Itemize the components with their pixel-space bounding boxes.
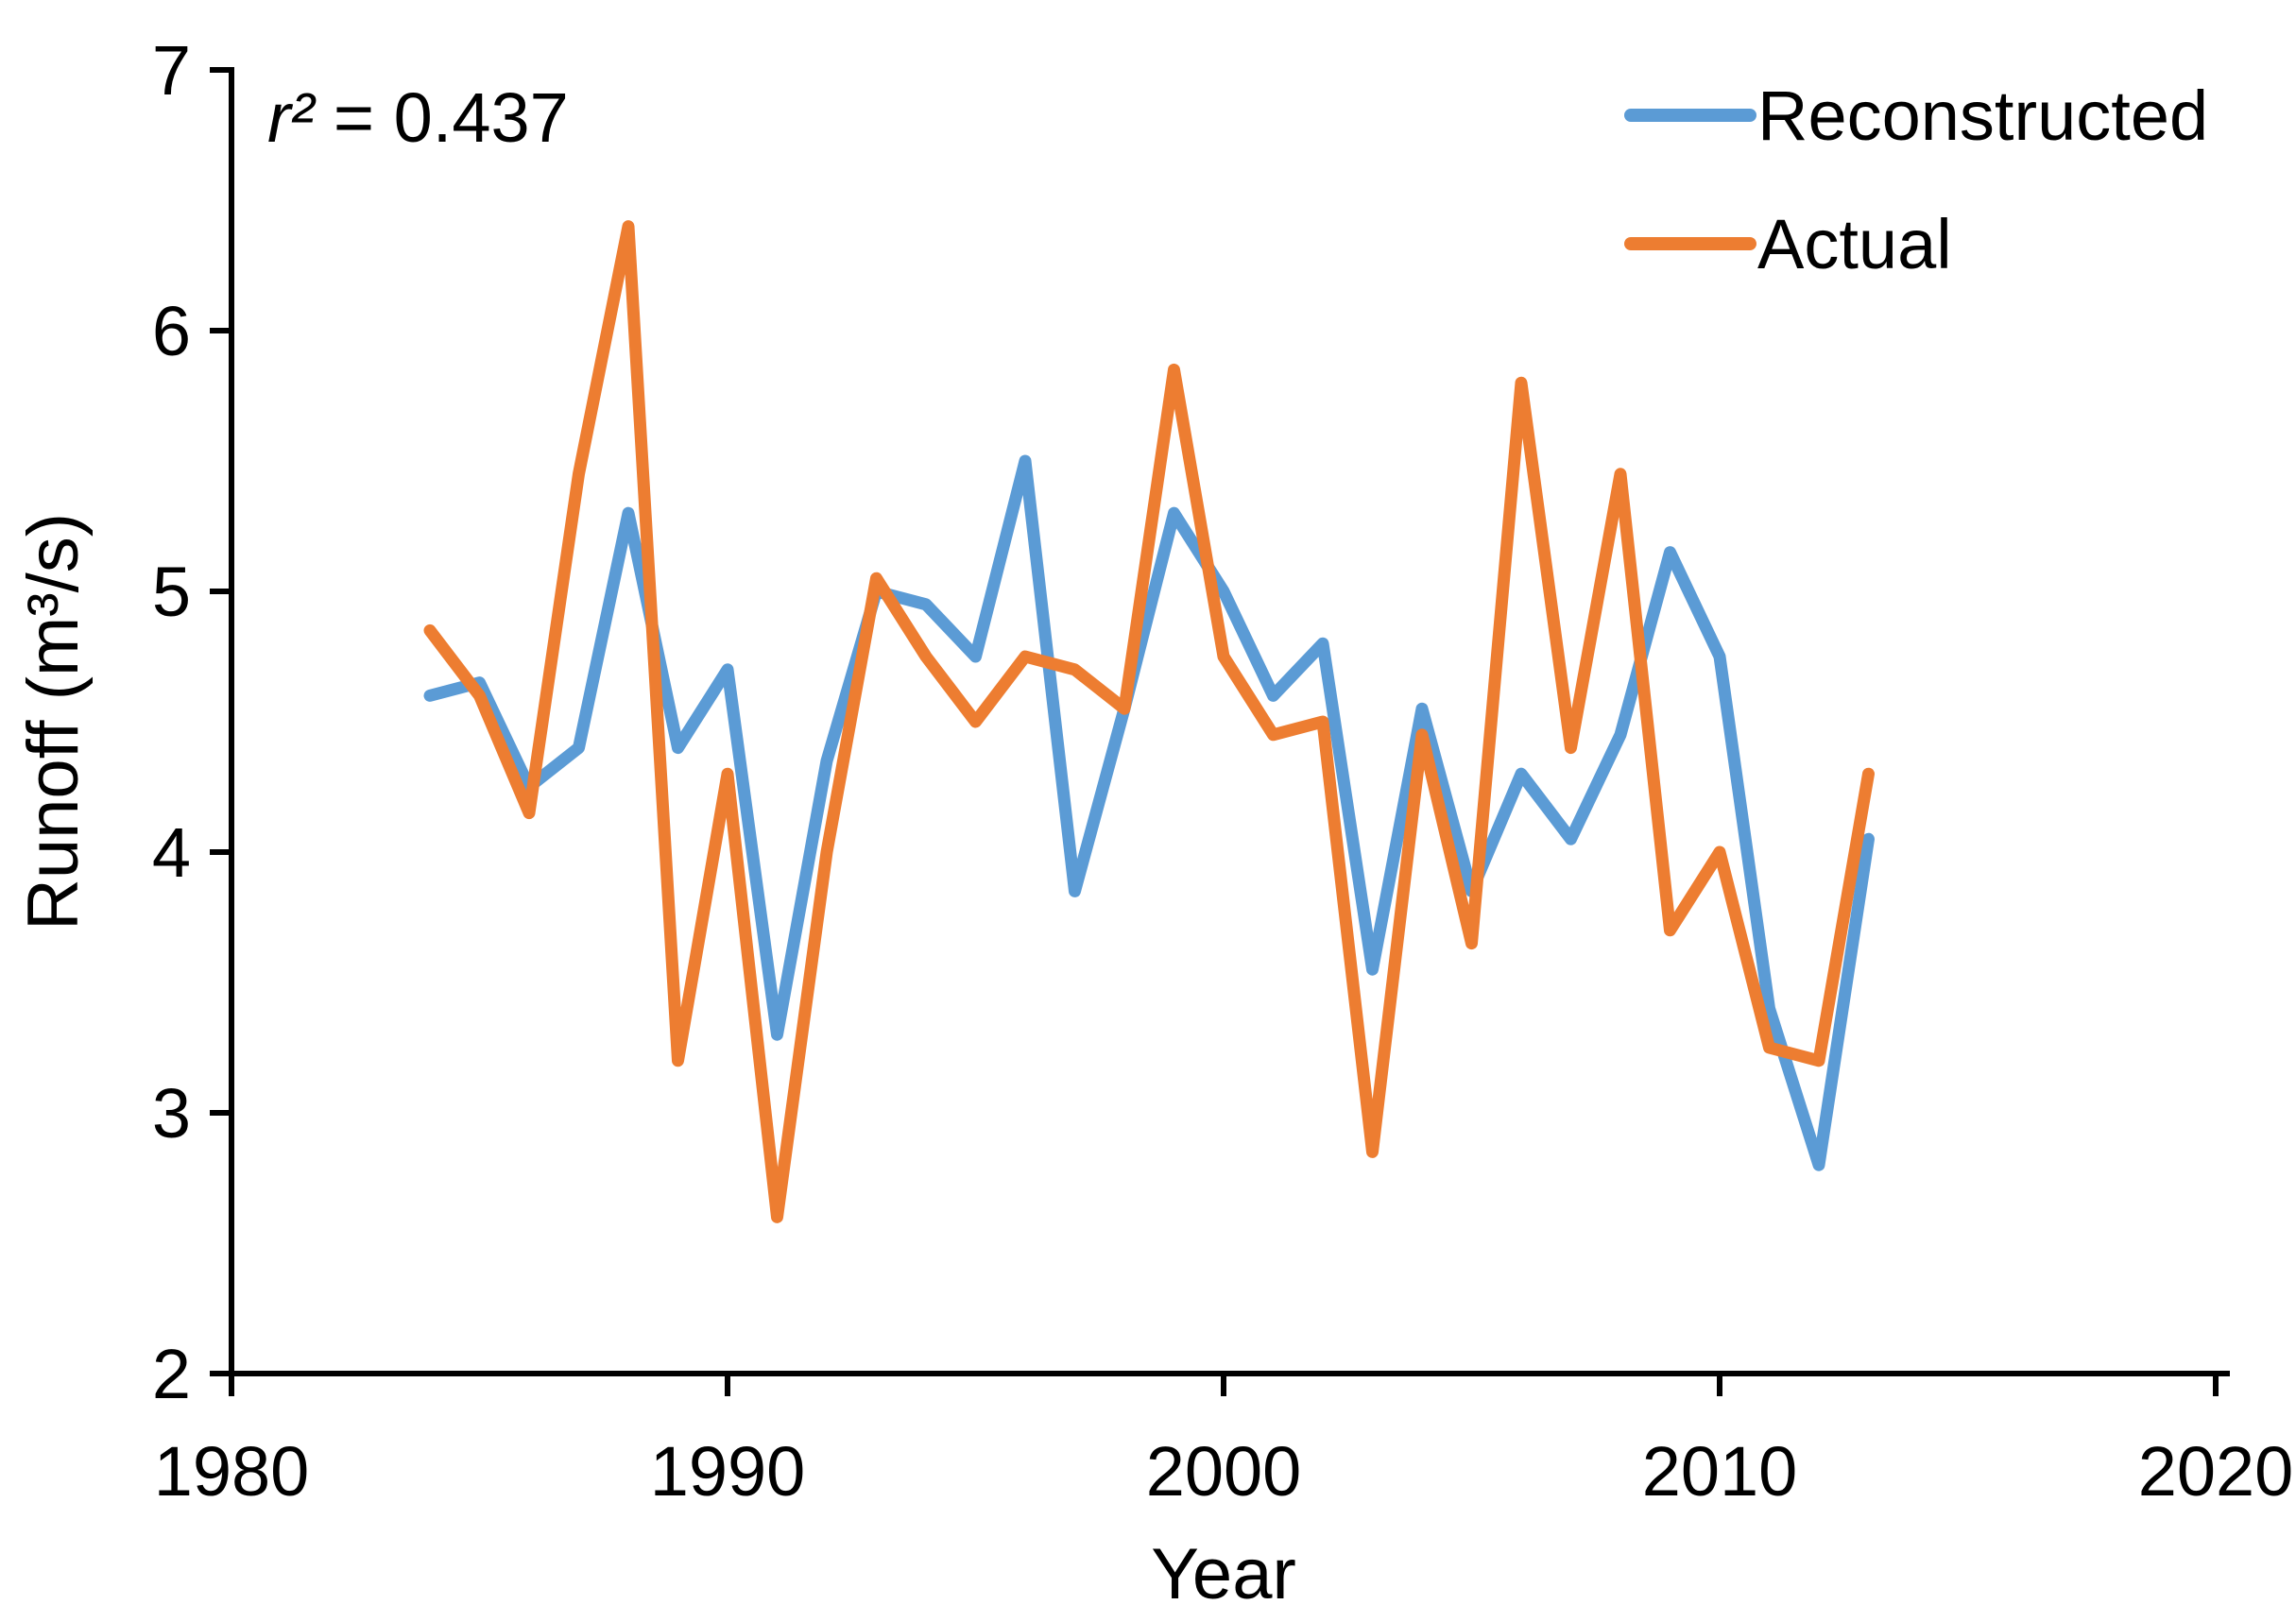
legend-item-actual: Actual [1624, 205, 1952, 283]
y-axis-title: Runoff (m³/s) [13, 513, 94, 931]
y-tick-label-5: 5 [152, 553, 191, 631]
actual-line [423, 220, 1875, 1223]
r-squared-value: = 0.437 [314, 78, 569, 157]
legend-label-reconstructed: Reconstructed [1757, 77, 2208, 155]
r-squared-annotation: r² = 0.437 [267, 78, 569, 157]
y-tick-label-7: 7 [152, 31, 191, 110]
legend: Reconstructed Actual [1624, 77, 2208, 283]
y-tick-label-4: 4 [152, 813, 191, 892]
x-axis: 1980 1990 2000 2010 2020 [154, 1371, 2294, 1511]
x-tick-label-2020: 2020 [2138, 1432, 2294, 1511]
r-squared-symbol: r² [267, 78, 317, 157]
y-tick-label-6: 6 [152, 292, 191, 370]
y-axis-ticks: 2 3 4 5 6 7 [152, 31, 231, 1413]
legend-label-actual: Actual [1757, 205, 1952, 283]
x-tick-label-2010: 2010 [1642, 1432, 1798, 1511]
x-axis-ticks: 1980 1990 2000 2010 2020 [154, 1374, 2294, 1511]
x-tick-label-1990: 1990 [650, 1432, 806, 1511]
y-tick-label-2: 2 [152, 1335, 191, 1413]
y-axis: 2 3 4 5 6 7 [152, 31, 234, 1413]
x-tick-label-1980: 1980 [154, 1432, 310, 1511]
x-tick-label-2000: 2000 [1146, 1432, 1302, 1511]
y-tick-label-3: 3 [152, 1074, 191, 1152]
x-axis-title: Year [1151, 1534, 1296, 1614]
legend-item-reconstructed: Reconstructed [1624, 77, 2208, 155]
reconstructed-line [423, 454, 1875, 1171]
